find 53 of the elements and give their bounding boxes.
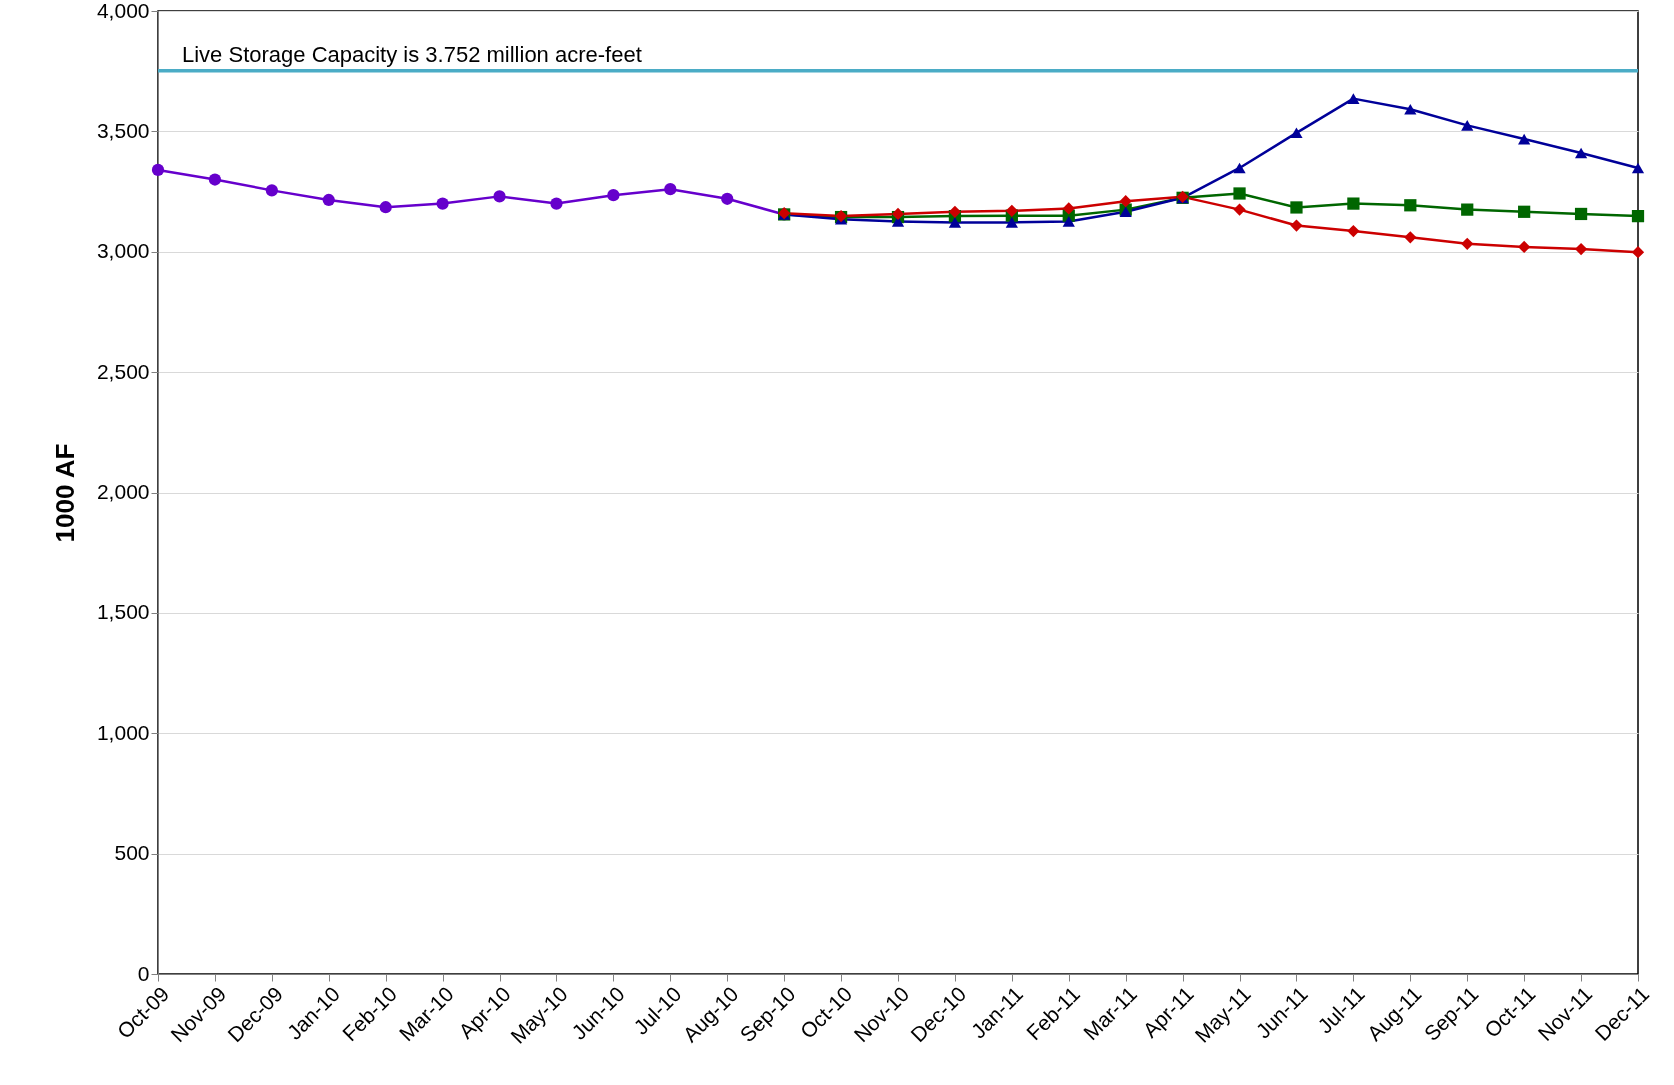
point	[1233, 187, 1246, 200]
point	[1005, 204, 1018, 217]
point	[1461, 237, 1474, 250]
point	[1290, 201, 1303, 214]
y-tick-label: 2,500	[96, 359, 150, 383]
point	[1062, 216, 1075, 227]
point	[379, 201, 392, 214]
point	[948, 205, 962, 218]
point	[1233, 162, 1246, 174]
point	[1631, 162, 1645, 174]
point	[607, 189, 620, 202]
point	[1631, 210, 1645, 223]
point	[1404, 199, 1417, 212]
y-tick-label: 1,000	[96, 720, 150, 744]
point	[1518, 240, 1531, 254]
point	[1574, 147, 1588, 159]
ref-line-label: Live Storage Capacity is 3.752 million acre-feet	[182, 41, 642, 67]
y-tick-label: 0	[137, 961, 150, 985]
point	[1062, 202, 1075, 215]
point	[322, 193, 335, 207]
point	[208, 173, 222, 186]
point	[1005, 217, 1018, 228]
point	[1631, 246, 1645, 259]
y-tick-label: 500	[114, 841, 150, 865]
point	[1233, 203, 1246, 216]
point	[1119, 195, 1132, 208]
point	[1574, 242, 1588, 256]
point	[1404, 103, 1417, 115]
point	[550, 197, 563, 210]
point	[1518, 133, 1531, 145]
point	[721, 192, 734, 205]
point	[1347, 197, 1360, 210]
point	[948, 217, 962, 228]
y-axis-title: 1000 AF	[49, 443, 80, 543]
y-tick-label: 2,000	[96, 480, 150, 503]
point	[1290, 127, 1303, 139]
y-tick-label: 4,000	[96, 0, 150, 22]
point	[493, 190, 506, 203]
point	[265, 184, 278, 197]
point	[1404, 231, 1417, 244]
point	[436, 197, 449, 210]
point	[151, 163, 165, 177]
point	[664, 183, 677, 196]
y-tick-label: 3,000	[96, 239, 150, 263]
point	[1518, 205, 1531, 218]
point	[1290, 219, 1303, 232]
point	[1461, 120, 1474, 131]
point	[1461, 203, 1474, 216]
point	[1347, 93, 1360, 104]
point	[1347, 224, 1360, 238]
y-tick-label: 1,500	[96, 600, 150, 624]
y-tick-label: 3,500	[96, 118, 150, 142]
point	[1574, 207, 1588, 221]
